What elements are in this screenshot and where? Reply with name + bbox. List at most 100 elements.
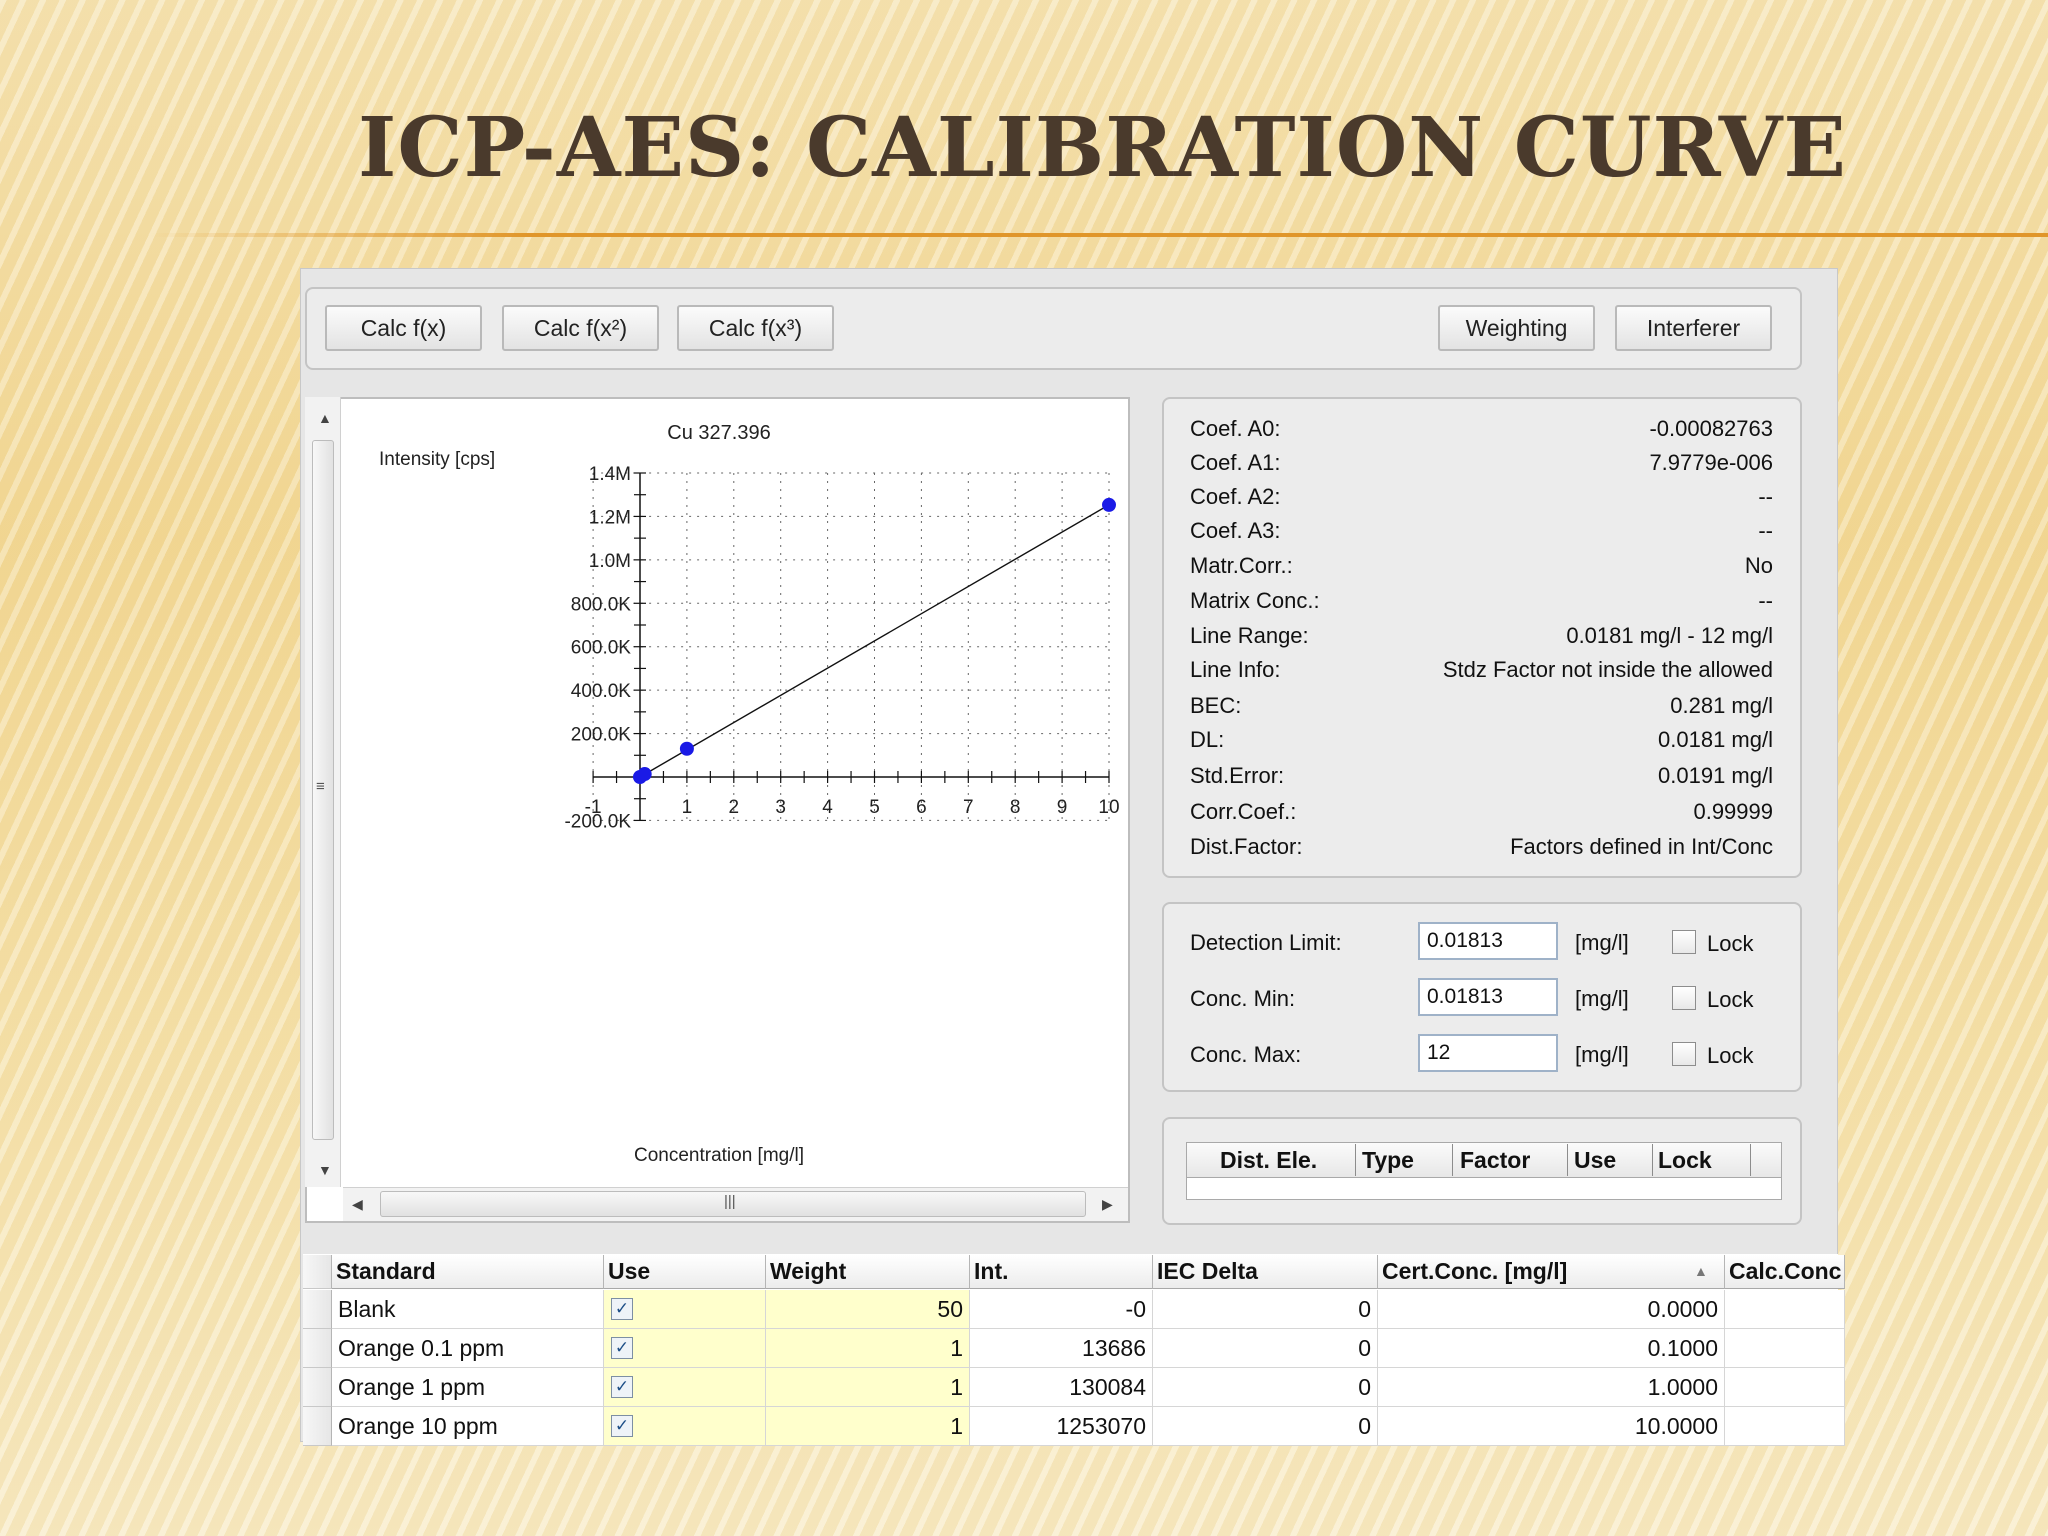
weight-cell[interactable]: 1 — [766, 1368, 970, 1407]
dist-column-header[interactable]: Dist. Ele. — [1220, 1147, 1318, 1173]
chart-horizontal-scroll-thumb[interactable] — [380, 1191, 1086, 1217]
row-header[interactable] — [303, 1368, 332, 1407]
iec-delta-cell: 0 — [1153, 1368, 1378, 1407]
table-column-header[interactable]: Cert.Conc. [mg/l] — [1378, 1255, 1725, 1289]
y-tick-label: 400.0K — [571, 681, 632, 702]
table-corner — [303, 1255, 332, 1289]
intensity-cell: 130084 — [970, 1368, 1153, 1407]
column-separator — [1452, 1144, 1453, 1176]
calc-conc-cell — [1725, 1329, 1845, 1368]
data-point[interactable] — [1102, 497, 1116, 512]
data-point[interactable] — [637, 767, 652, 782]
chart-panel — [305, 397, 1130, 1223]
conc-max-lock-checkbox[interactable] — [1672, 1042, 1696, 1066]
table-column-header[interactable]: Int. — [970, 1255, 1153, 1289]
x-tick-label: 7 — [963, 797, 974, 818]
intensity-cell: 1253070 — [970, 1407, 1153, 1446]
column-separator — [1652, 1144, 1653, 1176]
dist-column-header[interactable]: Lock — [1658, 1147, 1712, 1173]
dist-table-header — [1186, 1142, 1782, 1178]
coefficient-value: 0.0191 mg/l — [1658, 763, 1773, 788]
scroll-left-arrow-icon[interactable]: ◀ — [352, 1196, 363, 1212]
coefficient-label: Dist.Factor: — [1190, 834, 1303, 859]
row-header[interactable] — [303, 1329, 332, 1368]
y-tick-label: 200.0K — [571, 725, 632, 746]
coefficient-label: Matrix Conc.: — [1190, 588, 1320, 613]
dist-column-header[interactable]: Use — [1574, 1147, 1617, 1173]
table-column-header[interactable]: Use — [604, 1255, 766, 1289]
scroll-up-arrow-icon[interactable]: ▲ — [318, 410, 332, 426]
table-column-header[interactable]: Weight — [766, 1255, 970, 1289]
dist-column-header[interactable]: Type — [1362, 1147, 1414, 1173]
detection-limit-input[interactable] — [1418, 922, 1558, 960]
conc-min-lock-label: Lock — [1707, 987, 1754, 1012]
detection-limit-lock-checkbox[interactable] — [1672, 930, 1696, 954]
coefficient-label: BEC: — [1190, 693, 1242, 718]
weight-cell[interactable]: 1 — [766, 1407, 970, 1446]
conc-min-label: Conc. Min: — [1190, 986, 1296, 1011]
column-separator — [1567, 1144, 1568, 1176]
use-checkbox-checked-icon[interactable]: ✓ — [611, 1376, 633, 1398]
standard-name-cell: Orange 1 ppm — [332, 1368, 604, 1407]
use-checkbox-checked-icon[interactable]: ✓ — [611, 1415, 633, 1437]
conc-max-input[interactable] — [1418, 1034, 1558, 1072]
conc-min-unit: [mg/l] — [1575, 986, 1629, 1011]
x-axis-label: Concentration [mg/l] — [634, 1145, 804, 1166]
conc-min-input[interactable] — [1418, 978, 1558, 1016]
sort-ascending-icon[interactable]: ▲ — [1694, 1263, 1708, 1279]
coefficient-label: Coef. A1: — [1190, 450, 1281, 475]
title-divider — [150, 233, 2048, 237]
row-header[interactable] — [303, 1407, 332, 1446]
use-checkbox-checked-icon[interactable]: ✓ — [611, 1298, 633, 1320]
table-column-header[interactable]: IEC Delta — [1153, 1255, 1378, 1289]
y-tick-label: 1.2M — [589, 507, 631, 528]
conc-max-label: Conc. Max: — [1190, 1042, 1302, 1067]
coefficient-label: Coef. A0: — [1190, 416, 1281, 441]
table-column-header[interactable]: Standard — [332, 1255, 604, 1289]
x-tick-label: 5 — [869, 797, 880, 818]
conc-min-lock-checkbox[interactable] — [1672, 986, 1696, 1010]
calc-fx-button[interactable]: Calc f(x) — [325, 305, 482, 351]
chart-title: Cu 327.396 — [667, 422, 770, 444]
row-header[interactable] — [303, 1290, 332, 1329]
y-tick-label: -200.0K — [564, 811, 631, 832]
iec-delta-cell: 0 — [1153, 1329, 1378, 1368]
calibration-chart: 1.4M 1.2M 1.0M 800.0K 600.0K 400.0K 200.0K -200… — [379, 422, 1120, 1166]
table-column-header[interactable]: Calc.Conc — [1725, 1255, 1845, 1289]
coefficient-label: Std.Error: — [1190, 763, 1285, 788]
column-separator — [1750, 1144, 1751, 1176]
x-tick-label: 10 — [1098, 797, 1119, 818]
fit-line — [639, 504, 1110, 778]
coefficient-value: 0.0181 mg/l — [1658, 727, 1773, 752]
weight-cell[interactable]: 50 — [766, 1290, 970, 1329]
weighting-button[interactable]: Weighting — [1438, 305, 1595, 351]
use-checkbox-checked-icon[interactable]: ✓ — [611, 1337, 633, 1359]
x-tick-label: 6 — [916, 797, 927, 818]
scroll-down-arrow-icon[interactable]: ▼ — [318, 1162, 332, 1178]
y-tick-label: 1.0M — [589, 551, 631, 572]
coefficient-label: Matr.Corr.: — [1190, 553, 1293, 578]
coefficient-value: 0.0181 mg/l - 12 mg/l — [1566, 623, 1773, 648]
x-tick-label: 1 — [682, 797, 693, 818]
conc-max-unit: [mg/l] — [1575, 1042, 1629, 1067]
intensity-cell: -0 — [970, 1290, 1153, 1329]
calc-fx3-button[interactable]: Calc f(x³) — [677, 305, 834, 351]
coefficient-label: Line Info: — [1190, 657, 1281, 682]
chart-vertical-scroll-thumb[interactable] — [312, 440, 334, 1140]
coefficient-value: -- — [1758, 518, 1773, 543]
detection-limit-unit: [mg/l] — [1575, 930, 1629, 955]
x-tick-label: 8 — [1010, 797, 1021, 818]
data-point[interactable] — [679, 741, 694, 756]
slide-title: ICP-AES: CALIBRATION CURVE — [358, 100, 1847, 196]
scroll-right-arrow-icon[interactable]: ▶ — [1102, 1196, 1113, 1212]
x-tick-label: 4 — [822, 797, 833, 818]
cert-conc-cell: 10.0000 — [1378, 1407, 1725, 1446]
calc-fx2-button[interactable]: Calc f(x²) — [502, 305, 659, 351]
coefficient-value: -- — [1758, 588, 1773, 613]
weight-cell[interactable]: 1 — [766, 1329, 970, 1368]
intensity-cell: 13686 — [970, 1329, 1153, 1368]
interferer-button[interactable]: Interferer — [1615, 305, 1772, 351]
coefficient-label: DL: — [1190, 727, 1225, 752]
dist-column-header[interactable]: Factor — [1460, 1147, 1531, 1173]
calc-conc-cell — [1725, 1290, 1845, 1329]
